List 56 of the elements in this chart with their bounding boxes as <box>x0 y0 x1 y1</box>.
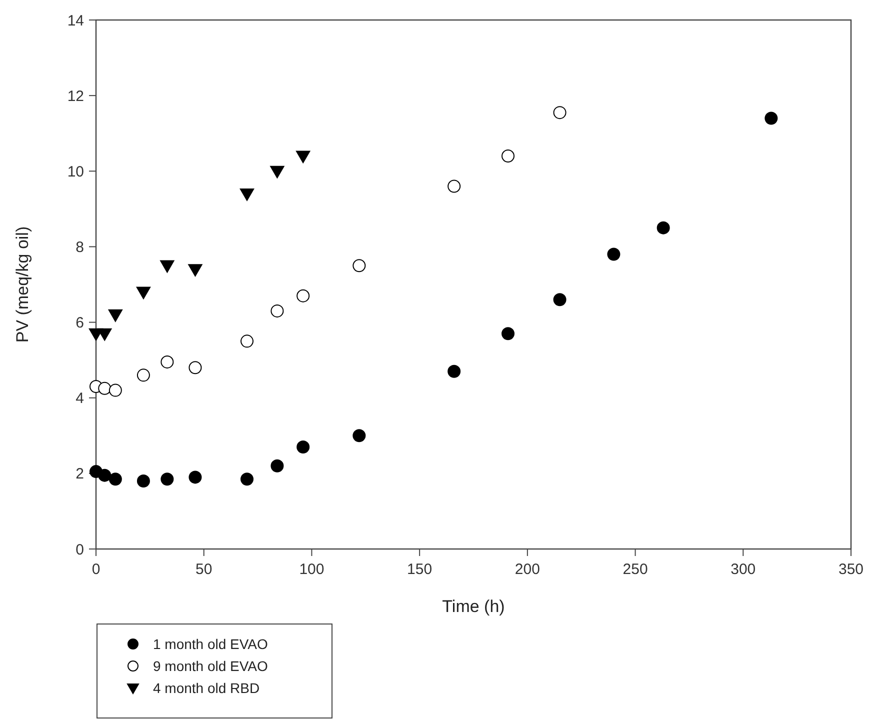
point <box>188 361 202 374</box>
y-tick-label: 14 <box>67 12 84 30</box>
y-tick-label: 6 <box>76 314 84 332</box>
point <box>502 327 515 340</box>
point <box>296 289 310 302</box>
point <box>240 472 254 486</box>
x-tick-label: 200 <box>514 561 540 578</box>
point <box>108 309 123 322</box>
point <box>448 180 461 193</box>
point <box>764 112 778 125</box>
point <box>98 328 112 341</box>
point <box>136 368 150 382</box>
point <box>136 286 151 300</box>
y-tick-label: 2 <box>76 466 84 483</box>
x-tick-label: 350 <box>838 561 864 578</box>
point <box>240 334 254 348</box>
legend-label: 4 month old RBD <box>153 680 260 696</box>
point <box>607 248 620 261</box>
point <box>502 150 515 163</box>
y-tick-label: 10 <box>67 163 84 180</box>
point <box>270 459 284 472</box>
point <box>296 440 310 454</box>
x-tick-label: 300 <box>730 561 756 578</box>
legend-label: 9 month old EVAO <box>153 658 268 674</box>
x-tick-label: 150 <box>407 561 432 578</box>
x-tick-label: 100 <box>299 561 324 578</box>
point <box>448 364 461 378</box>
point <box>98 382 112 395</box>
point <box>160 260 174 273</box>
x-axis-title: Time (h) <box>442 597 505 616</box>
point <box>240 188 254 201</box>
point <box>160 355 174 368</box>
point <box>160 472 174 486</box>
point <box>352 259 366 272</box>
x-tick-label: 50 <box>196 561 212 578</box>
point <box>188 264 202 276</box>
legend-label: 1 month old EVAO <box>153 636 268 652</box>
point <box>656 221 670 234</box>
point <box>352 429 366 442</box>
point <box>98 468 112 482</box>
point <box>108 472 122 486</box>
point <box>270 304 284 318</box>
y-axis-title: PV (meq/kg oil) <box>13 226 32 343</box>
point <box>136 474 150 488</box>
point <box>270 166 284 178</box>
point <box>553 293 566 306</box>
point <box>553 106 566 120</box>
point <box>108 384 122 397</box>
point <box>296 150 310 164</box>
y-tick-label: 12 <box>67 88 84 105</box>
point <box>188 470 202 484</box>
y-tick-label: 8 <box>76 238 84 256</box>
y-tick-label: 4 <box>76 390 84 408</box>
x-tick-label: 0 <box>92 561 100 578</box>
x-tick-label: 250 <box>622 561 648 578</box>
y-tick-label: 0 <box>76 541 84 558</box>
